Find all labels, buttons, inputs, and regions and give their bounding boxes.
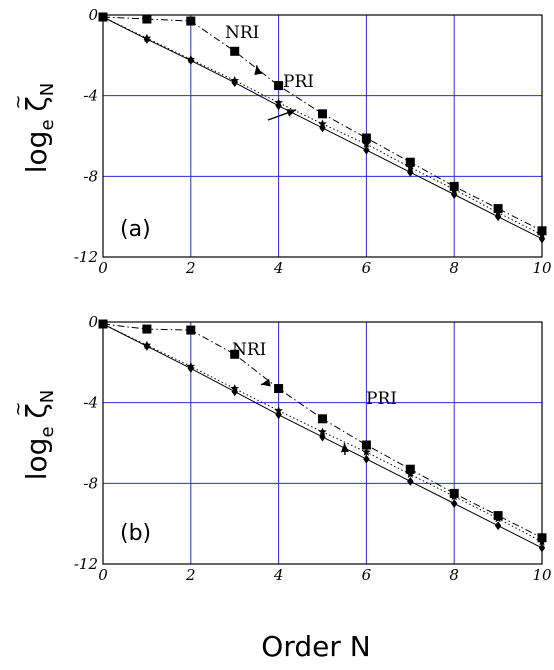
data-point-diamond — [187, 55, 194, 65]
data-point-square — [318, 414, 327, 424]
y-axis-label: logeζN ~ — [8, 83, 58, 173]
data-point-diamond — [407, 167, 414, 177]
data-point-star — [449, 184, 459, 194]
svg-text:logeζN: logeζN — [20, 83, 58, 173]
data-point-star — [362, 447, 371, 456]
data-point-square — [186, 16, 196, 26]
x-tick-label: 10 — [532, 259, 552, 277]
x-tick-label: 10 — [532, 566, 552, 584]
annotation-label-nri: NRI — [232, 340, 266, 360]
y-tick-label: -8 — [83, 167, 98, 185]
annotation-label-pri: PRI — [283, 72, 314, 92]
data-point-star — [362, 139, 371, 148]
x-tick-label: 0 — [98, 259, 108, 277]
x-tick-label: 2 — [185, 566, 196, 584]
x-tick-label: 6 — [362, 259, 372, 277]
data-point-square — [142, 324, 152, 334]
annotation-arrowhead — [286, 109, 297, 117]
data-point-diamond — [319, 432, 326, 442]
y-tick-label: -8 — [83, 474, 98, 492]
data-point-square — [230, 46, 240, 56]
data-point-diamond — [451, 499, 458, 508]
x-tick-label: 8 — [449, 259, 459, 277]
y-tick-label: -12 — [74, 248, 98, 266]
panel-label: (a) — [120, 217, 151, 242]
annotation-arrowhead — [254, 65, 263, 75]
panel-label: (b) — [120, 521, 151, 546]
y-tick-label: -4 — [83, 87, 98, 105]
y-tick-label: -12 — [74, 555, 98, 573]
data-point-star — [537, 537, 547, 546]
data-point-diamond — [275, 410, 282, 420]
x-tick-label: 4 — [273, 566, 284, 584]
x-tick-label: 2 — [185, 259, 196, 277]
data-point-diamond — [494, 212, 502, 222]
panel-a: 0 2 4 6 8 10 0 -4 -8 -12 NRI PRI (a) — [74, 6, 552, 277]
plot-frame — [102, 321, 543, 565]
x-axis-label: Order N — [261, 630, 370, 663]
data-point-diamond — [99, 12, 107, 22]
x-tick-label: 4 — [273, 259, 284, 277]
data-point-diamond — [319, 123, 326, 133]
y-tick-label: 0 — [88, 313, 98, 331]
x-tick-label: 8 — [449, 566, 459, 584]
annotation-arrowhead — [261, 378, 271, 387]
x-tick-label: 0 — [98, 566, 108, 584]
data-point-square — [186, 325, 196, 335]
data-point-star — [493, 514, 503, 523]
annotation-label-pri: PRI — [366, 389, 397, 409]
svg-text:logeζN: logeζN — [20, 390, 58, 480]
data-point-diamond — [231, 78, 238, 88]
data-point-diamond — [494, 521, 502, 531]
data-point-diamond — [143, 34, 151, 44]
svg-text:~: ~ — [8, 401, 29, 416]
x-tick-label: 6 — [362, 566, 372, 584]
y-tick-label: 0 — [88, 6, 98, 24]
data-point-diamond — [231, 387, 238, 397]
data-point-diamond — [538, 543, 546, 553]
data-point-star — [406, 162, 415, 171]
data-point-diamond — [407, 476, 414, 486]
data-point-square — [274, 384, 284, 394]
data-point-star — [406, 469, 415, 478]
annotation-label-nri: NRI — [225, 23, 259, 43]
y-tick-label: -4 — [83, 394, 98, 412]
data-point-diamond — [363, 145, 370, 155]
svg-text:~: ~ — [8, 94, 29, 109]
data-point-square — [142, 14, 152, 24]
data-point-star — [318, 427, 327, 436]
data-point-square — [230, 349, 240, 359]
y-axis-label: logeζN ~ — [8, 390, 58, 480]
data-point-diamond — [451, 189, 458, 199]
plot-frame — [102, 14, 543, 258]
panel-b: 0 2 4 6 8 10 0 -4 -8 -12 NRI PRI (b) — [74, 313, 552, 584]
data-point-diamond — [187, 363, 194, 373]
data-point-diamond — [99, 319, 107, 329]
data-point-diamond — [275, 101, 282, 111]
data-point-diamond — [538, 234, 546, 244]
data-point-diamond — [363, 454, 370, 464]
data-point-square — [361, 440, 371, 450]
annotation-arrowhead — [340, 443, 349, 453]
data-point-square — [405, 157, 415, 167]
data-point-square — [318, 109, 327, 119]
data-point-diamond — [143, 341, 151, 351]
data-point-square — [405, 464, 415, 474]
data-point-square — [274, 81, 284, 91]
data-point-star — [449, 491, 459, 501]
data-point-square — [361, 133, 371, 143]
